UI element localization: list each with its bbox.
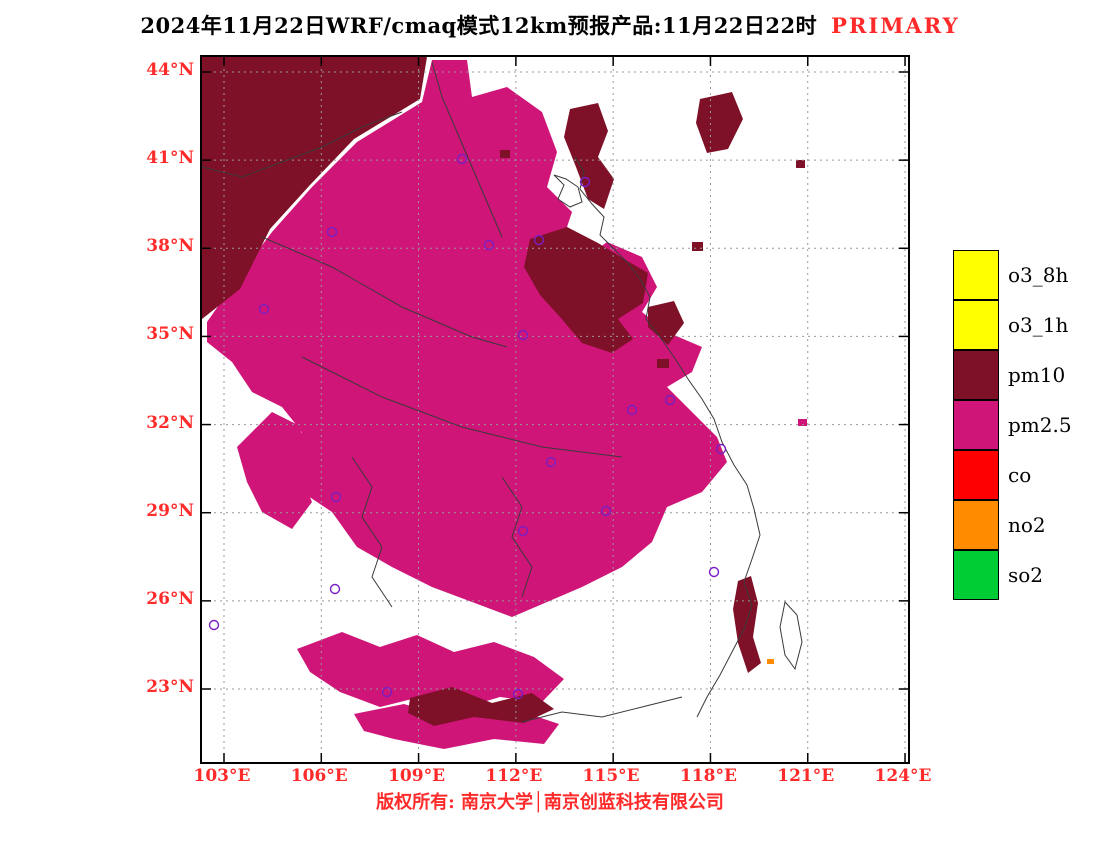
- pollution-dot: [798, 419, 807, 426]
- city-marker: [545, 456, 557, 468]
- boundary-line: [574, 156, 761, 718]
- boundary-line: [431, 61, 503, 238]
- pollution-dot: [796, 160, 805, 168]
- forecast-title-text: 2024年11月22日WRF/cmaq模式12km预报产品:11月22日22时: [140, 13, 818, 38]
- legend-swatch-so2: [953, 549, 999, 600]
- pollutant-legend: o3_8h o3_1h pm10 pm2.5 co no2 so2: [953, 249, 1072, 600]
- city-marker: [517, 329, 529, 341]
- boundary-line: [261, 236, 508, 348]
- lat-tick-label: 35°N: [146, 324, 194, 345]
- lat-tick-label: 44°N: [146, 60, 194, 80]
- legend-swatch-o3_8h: [953, 249, 999, 300]
- lon-tick-label: 103°E: [193, 766, 251, 786]
- legend-label-co: co: [1008, 463, 1032, 487]
- lon-tick-label: 124°E: [874, 766, 932, 786]
- lon-tick-label: 109°E: [388, 766, 446, 786]
- boundary-line: [501, 476, 533, 598]
- region-pm10: [202, 57, 427, 319]
- lat-tick-label: 38°N: [146, 236, 194, 257]
- city-marker: [579, 176, 591, 188]
- city-marker: [330, 491, 342, 503]
- city-marker: [626, 404, 638, 416]
- lat-tick-label: 32°N: [146, 412, 194, 433]
- axis-tick-marks: [202, 57, 908, 762]
- region-pm2.5: [297, 632, 564, 709]
- city-marker: [208, 619, 220, 631]
- city-marker: [517, 525, 529, 537]
- lon-tick-label: 106°E: [290, 766, 348, 786]
- pollution-dot: [500, 150, 510, 158]
- pollution-dots: [500, 150, 807, 664]
- lat-tick-label: 23°N: [146, 677, 194, 697]
- legend-item-pm2_5: pm2.5: [953, 399, 1072, 450]
- legend-item-o3_8h: o3_8h: [953, 249, 1072, 300]
- city-marker: [708, 566, 720, 578]
- pollution-dot: [657, 359, 669, 368]
- pollution-regions: [202, 57, 761, 749]
- legend-swatch-o3_1h: [953, 299, 999, 350]
- region-pm10: [733, 576, 761, 673]
- city-marker: [258, 303, 270, 315]
- forecast-map-svg: [202, 57, 908, 762]
- region-pm10: [564, 103, 614, 209]
- city-marker: [533, 234, 545, 246]
- legend-item-no2: no2: [953, 499, 1072, 550]
- primary-pollutant-tag: PRIMARY: [831, 13, 960, 38]
- legend-item-so2: so2: [953, 549, 1072, 600]
- boundary-lines: [202, 61, 803, 723]
- region-pm10: [408, 687, 554, 726]
- city-marker: [600, 505, 612, 517]
- lon-tick-label: 115°E: [582, 766, 640, 786]
- copyright-footer: 版权所有: 南京大学│南京创蓝科技有限公司: [376, 792, 724, 813]
- city-marker: [456, 153, 468, 165]
- pollution-dot: [692, 242, 703, 251]
- region-pm10: [696, 92, 743, 153]
- lon-tick-label: 112°E: [485, 766, 543, 786]
- legend-label-so2: so2: [1008, 563, 1044, 587]
- map-canvas: [200, 55, 910, 764]
- city-marker: [483, 239, 495, 251]
- lon-tick-label: 121°E: [777, 766, 835, 786]
- legend-swatch-pm10: [953, 349, 999, 400]
- legend-label-o3_8h: o3_8h: [1008, 263, 1069, 287]
- region-pm10: [524, 227, 648, 353]
- city-marker: [715, 443, 727, 455]
- boundary-line: [779, 600, 803, 671]
- boundary-line: [521, 696, 683, 723]
- lon-tick-label: 118°E: [679, 766, 737, 786]
- legend-swatch-pm2_5: [953, 399, 999, 450]
- legend-label-o3_1h: o3_1h: [1008, 313, 1069, 337]
- boundary-line: [351, 456, 393, 608]
- legend-label-pm2_5: pm2.5: [1008, 413, 1072, 437]
- legend-label-pm10: pm10: [1008, 363, 1066, 387]
- legend-label-no2: no2: [1008, 513, 1046, 537]
- region-pm10: [648, 301, 684, 345]
- legend-item-pm10: pm10: [953, 349, 1072, 400]
- city-marker: [326, 226, 338, 238]
- lat-tick-label: 41°N: [146, 148, 194, 169]
- city-marker: [329, 583, 341, 595]
- city-marker: [381, 686, 393, 698]
- legend-swatch-no2: [953, 499, 999, 550]
- city-marker: [664, 394, 676, 406]
- legend-item-o3_1h: o3_1h: [953, 299, 1072, 350]
- city-markers: [208, 153, 727, 700]
- boundary-line: [301, 356, 623, 458]
- legend-swatch-co: [953, 449, 999, 500]
- region-pm2.5: [237, 412, 312, 529]
- boundary-line: [553, 174, 583, 208]
- grid-lines: [202, 57, 908, 762]
- city-marker: [512, 688, 524, 700]
- region-pm2.5: [207, 60, 727, 617]
- lat-tick-label: 26°N: [146, 588, 194, 609]
- lat-tick-label: 29°N: [146, 500, 194, 521]
- boundary-line: [202, 111, 403, 178]
- pollution-dot: [767, 659, 774, 664]
- legend-item-co: co: [953, 449, 1072, 500]
- page-title: 2024年11月22日WRF/cmaq模式12km预报产品:11月22日22时 P…: [0, 10, 1100, 40]
